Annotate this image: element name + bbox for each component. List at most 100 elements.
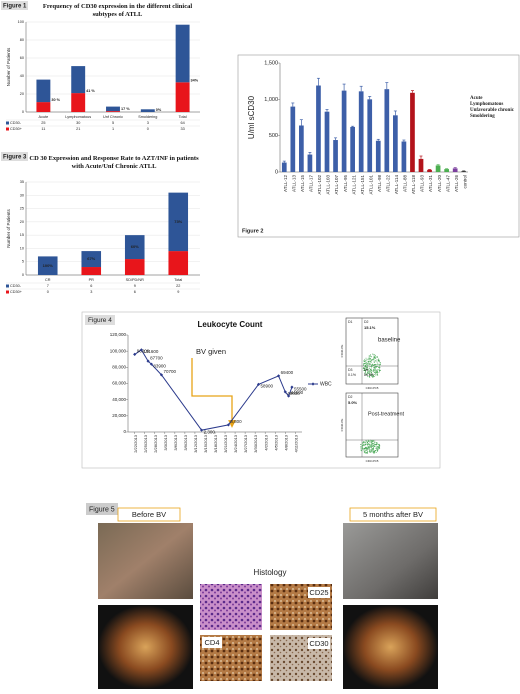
x-tick-label: 2/22/2013: [133, 434, 138, 453]
legend-label: Smoldering: [470, 114, 495, 119]
y-tick-label: 20: [20, 92, 24, 96]
event: [367, 446, 369, 448]
x-tick-label: ATLL-22: [386, 175, 391, 192]
event: [365, 364, 367, 366]
event: [372, 363, 374, 365]
bar: [452, 168, 458, 172]
y-tick-label: 100: [18, 20, 24, 24]
event: [375, 447, 377, 449]
x-tick-label: ATLL-17: [309, 175, 314, 192]
event: [360, 447, 362, 449]
event: [369, 370, 371, 372]
event: [371, 373, 373, 375]
event: [374, 440, 376, 442]
event: [372, 373, 374, 375]
x-tick-label: ATLL-114: [394, 175, 399, 195]
y-tick-label: 30: [20, 193, 24, 197]
event: [370, 451, 372, 453]
bar-segment: [71, 66, 86, 94]
legend-label: Lymphomatous: [470, 102, 503, 107]
x-tick-label: ATLL-13: [292, 175, 297, 192]
x-tick-label: ATLL-95: [343, 175, 348, 192]
bar-segment: [124, 259, 145, 275]
y-tick-label: 500: [269, 133, 278, 139]
x-tick-label: Acute: [39, 115, 49, 119]
event: [374, 367, 375, 369]
table-cell: 21: [76, 127, 80, 131]
event: [373, 447, 375, 449]
event: [378, 448, 380, 450]
event: [369, 449, 370, 451]
ct-after: [343, 605, 438, 689]
caption: baseline: [378, 338, 401, 344]
event: [370, 362, 372, 364]
event: [365, 373, 367, 375]
event: [376, 361, 378, 363]
y-tick-label: 40,000: [112, 397, 126, 402]
event: [370, 365, 372, 367]
event: [365, 446, 367, 448]
event: [378, 369, 380, 371]
event: [368, 449, 370, 451]
data-label: 8,800: [230, 419, 242, 424]
table-cell: 0: [147, 127, 149, 131]
photo-label: Before BV: [132, 510, 166, 519]
event: [371, 450, 373, 452]
data-label: 87700: [150, 355, 163, 360]
event: [377, 371, 379, 373]
event: [362, 447, 364, 449]
histology-he: [200, 584, 262, 630]
event: [365, 440, 367, 442]
event: [370, 372, 372, 374]
event: [370, 368, 372, 370]
event: [363, 444, 365, 446]
photo-after: [343, 523, 438, 599]
table-cell: 1: [112, 127, 114, 131]
data-label: 44500: [291, 390, 304, 395]
event: [371, 444, 373, 446]
x-tick-label: Total: [179, 115, 187, 119]
event: [371, 448, 372, 450]
bar: [350, 126, 355, 172]
y-tick-label: 100,000: [110, 348, 127, 353]
data-label: 2,300: [204, 429, 216, 434]
event: [366, 442, 368, 444]
x-tick-label: 4/5/2013: [273, 434, 278, 450]
event: [375, 444, 377, 446]
annotation: 100%: [43, 263, 54, 268]
event: [368, 370, 370, 372]
y-tick-label: 80,000: [112, 365, 126, 370]
flow-bottom: D2 5.0% Post-treatment CD3-PC5 CD30-PE: [340, 392, 405, 463]
annotation: 34%: [191, 78, 199, 82]
figure-label-box: [86, 503, 118, 515]
event: [368, 444, 370, 446]
bar-segment: [71, 93, 86, 112]
event: [367, 444, 369, 446]
x-tick-label: Smoldering: [138, 115, 157, 119]
bar-segment: [168, 192, 189, 252]
event: [376, 371, 378, 373]
event: [371, 364, 372, 366]
chart-title: Leukocyte Count: [197, 320, 263, 329]
event: [368, 440, 370, 442]
y-tick-label: 35: [20, 180, 24, 184]
legend-label: CD30-: [10, 284, 22, 288]
event: [374, 374, 376, 376]
event: [373, 361, 375, 363]
y-tick-label: 0: [275, 169, 278, 175]
legend-label: WBC: [320, 381, 332, 387]
x-tick-label: 4/11/2013: [293, 434, 298, 452]
event: [367, 362, 369, 364]
event: [364, 452, 366, 454]
event: [363, 361, 365, 363]
event: [363, 445, 364, 447]
event: [366, 359, 368, 361]
legend-swatch: [6, 284, 9, 288]
event: [367, 441, 369, 443]
event: [364, 366, 366, 368]
event: [361, 447, 363, 449]
event: [364, 358, 366, 360]
event: [362, 448, 364, 450]
event: [364, 448, 366, 450]
event: [376, 442, 378, 443]
